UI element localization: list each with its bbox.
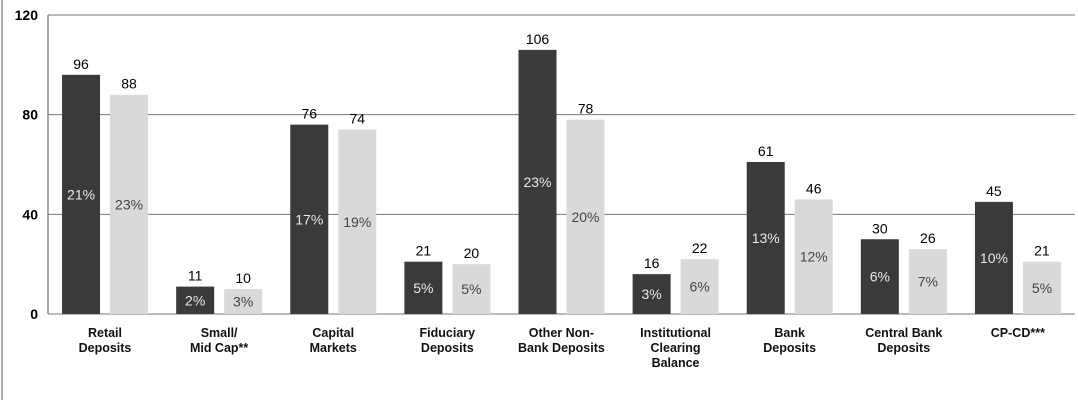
x-tick-label: Other Non- Bank Deposits xyxy=(518,326,605,355)
value-label: 106 xyxy=(526,31,550,47)
bar xyxy=(974,201,1013,314)
x-tick-label: Capital Markets xyxy=(309,326,357,355)
value-label: 96 xyxy=(73,56,89,72)
bar xyxy=(110,94,149,314)
share-label: 5% xyxy=(1032,280,1052,296)
bar xyxy=(452,264,491,314)
y-tick-label: 80 xyxy=(22,107,38,123)
share-label: 12% xyxy=(800,249,828,265)
bar xyxy=(224,289,263,314)
value-label: 76 xyxy=(301,106,317,122)
bar xyxy=(176,286,215,314)
value-label: 10 xyxy=(235,270,251,286)
bar xyxy=(746,162,785,314)
share-label: 6% xyxy=(870,269,890,285)
share-label: 6% xyxy=(689,279,709,295)
bar xyxy=(1022,261,1061,314)
share-label: 23% xyxy=(523,174,551,190)
value-label: 88 xyxy=(121,76,137,92)
value-label: 11 xyxy=(188,268,203,284)
share-label: 5% xyxy=(461,281,481,297)
bar xyxy=(632,274,671,314)
bar xyxy=(404,261,443,314)
y-tick-label: 40 xyxy=(22,206,38,222)
value-label: 22 xyxy=(692,240,708,256)
value-label: 21 xyxy=(416,243,432,259)
bar xyxy=(518,49,557,315)
share-label: 10% xyxy=(980,250,1008,266)
y-tick-label: 0 xyxy=(30,306,38,322)
y-tick-label: 120 xyxy=(15,7,39,23)
share-label: 13% xyxy=(752,230,780,246)
bar xyxy=(680,259,719,314)
x-tick-label: Fiduciary Deposits xyxy=(419,326,476,355)
share-label: 20% xyxy=(571,209,599,225)
bar xyxy=(290,124,329,314)
x-tick-label: Institutional Clearing Balance xyxy=(640,326,711,370)
x-tick-label: Small/ Mid Cap** xyxy=(189,326,249,355)
bar xyxy=(338,129,377,314)
bar xyxy=(794,199,833,314)
x-tick-label: Central Bank Deposits xyxy=(865,326,943,355)
bar xyxy=(62,74,101,314)
share-label: 2% xyxy=(185,292,205,308)
bar xyxy=(908,249,947,314)
value-label: 30 xyxy=(872,220,888,236)
value-label: 21 xyxy=(1034,243,1050,259)
share-label: 21% xyxy=(67,186,95,202)
value-label: 78 xyxy=(578,101,594,117)
share-label: 3% xyxy=(233,294,253,310)
x-tick-label: Retail Deposits xyxy=(78,326,132,355)
share-label: 17% xyxy=(295,211,323,227)
value-label: 20 xyxy=(464,245,480,261)
bar xyxy=(566,119,605,315)
value-label: 61 xyxy=(758,143,774,159)
share-label: 3% xyxy=(641,286,661,302)
value-label: 46 xyxy=(806,180,822,196)
share-label: 7% xyxy=(918,274,938,290)
share-label: 19% xyxy=(343,214,371,230)
value-label: 45 xyxy=(986,183,1002,199)
share-label: 23% xyxy=(115,196,143,212)
value-label: 26 xyxy=(920,230,936,246)
bar xyxy=(860,239,899,314)
value-label: 16 xyxy=(644,255,660,271)
value-label: 74 xyxy=(349,111,365,127)
x-tick-label: CP-CD*** xyxy=(990,326,1045,340)
x-tick-label: Bank Deposits xyxy=(763,326,817,355)
share-label: 5% xyxy=(413,280,433,296)
